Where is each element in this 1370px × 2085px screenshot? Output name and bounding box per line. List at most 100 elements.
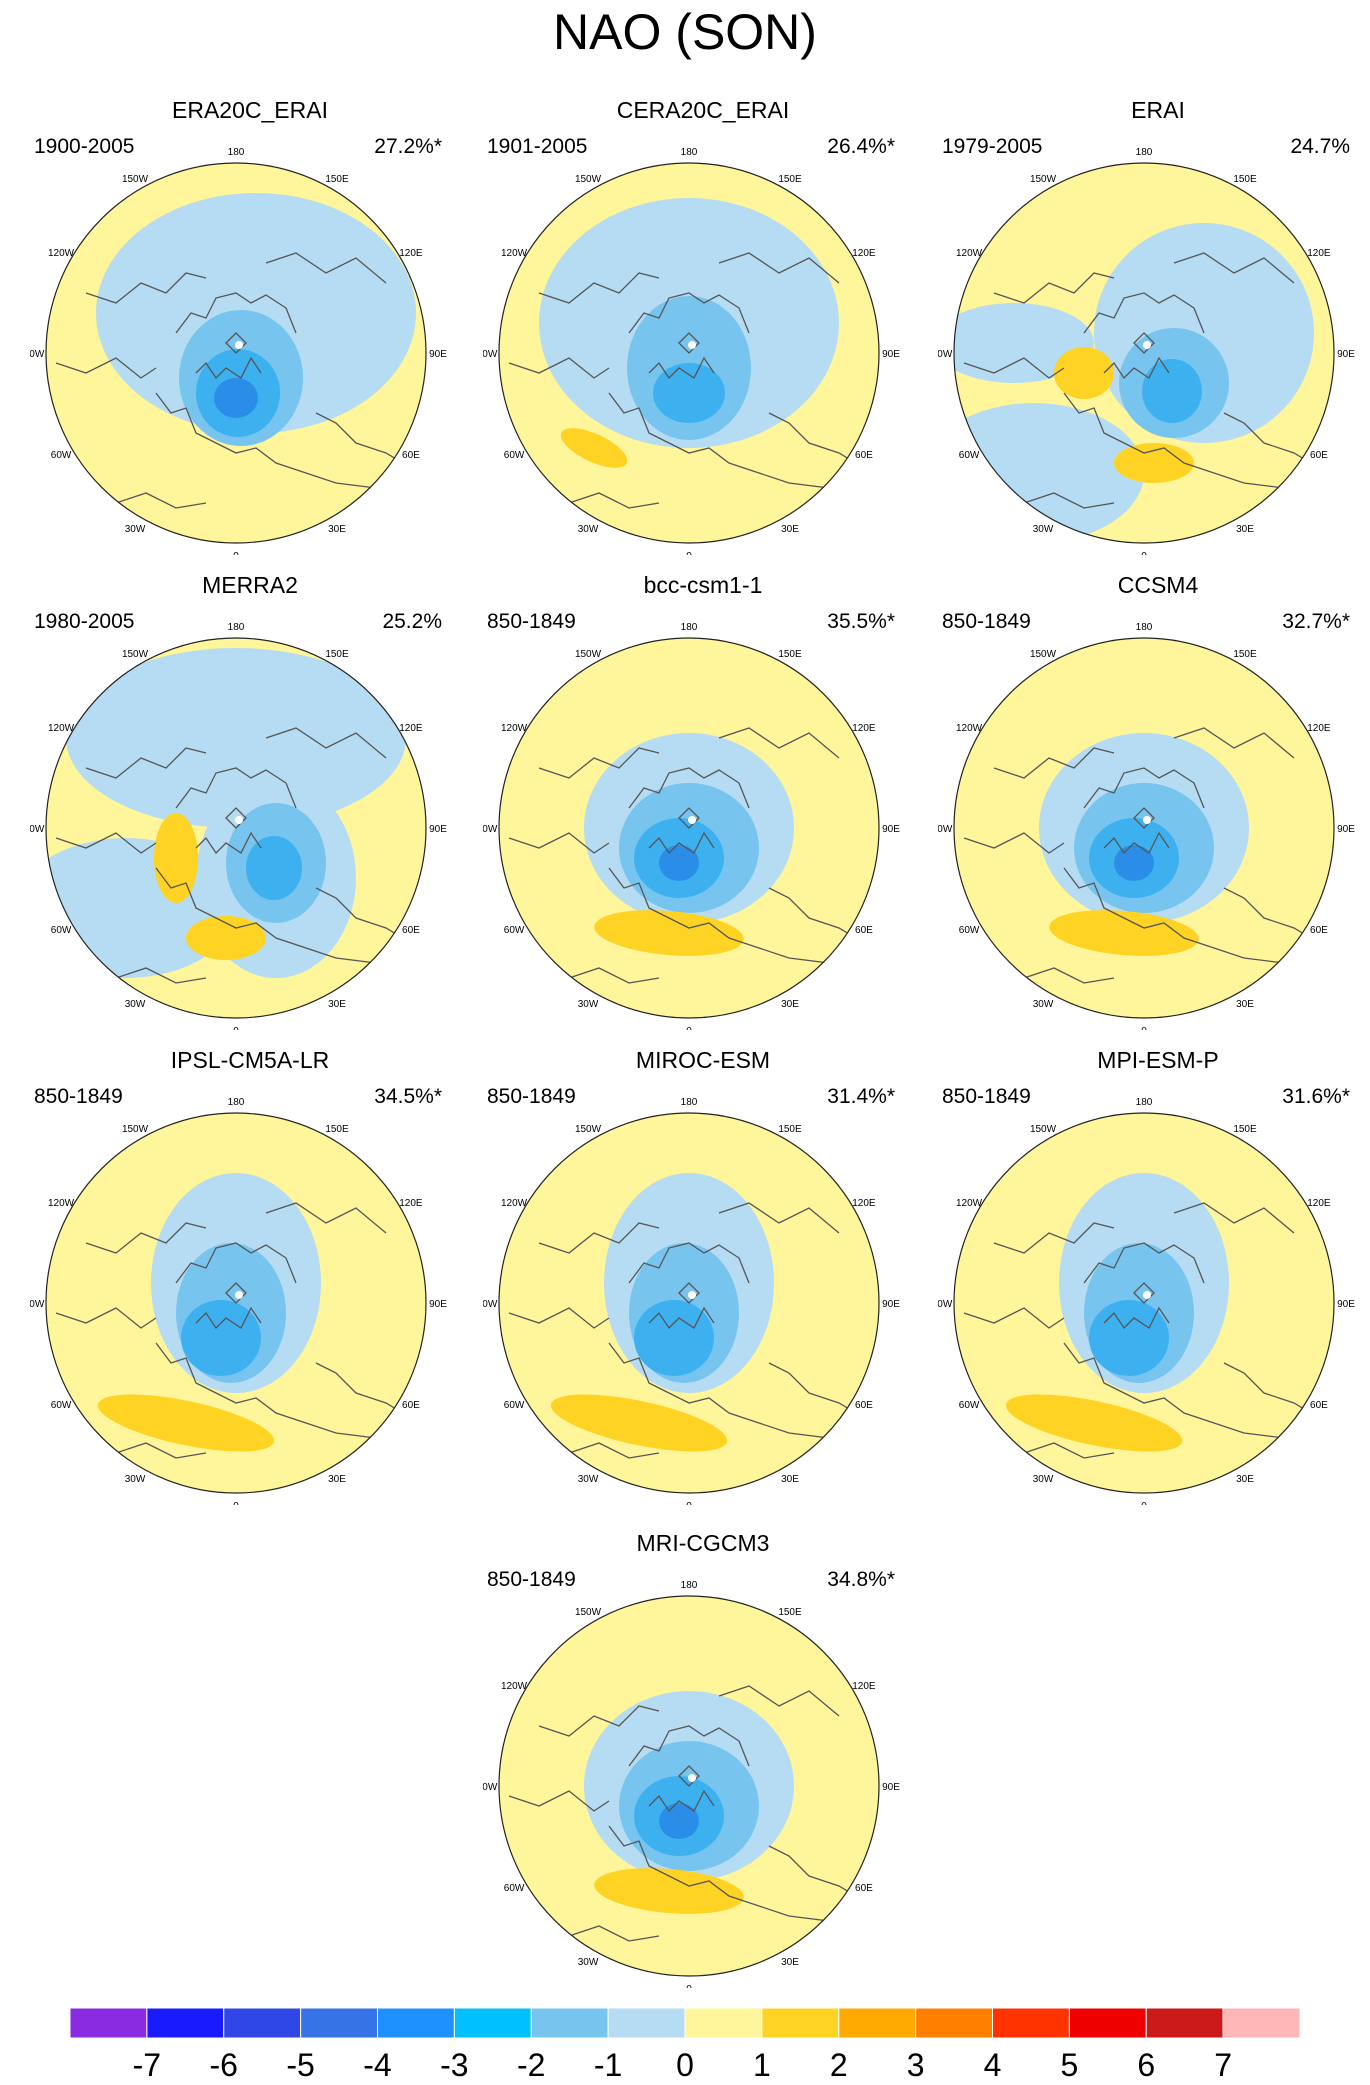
panel-variance: 31.6%* [1282, 1085, 1350, 1108]
longitude-label: 90E [429, 349, 447, 360]
longitude-label: 0 [686, 1026, 692, 1030]
longitude-label: 0 [686, 551, 692, 555]
polar-map: 180 150E 120E 90E 60E 30E 0 30W 60W 90W 120W 150W [938, 622, 1355, 1030]
longitude-label: 60E [855, 450, 873, 461]
longitude-label: 150E [1233, 649, 1257, 660]
coastline [1023, 492, 1115, 509]
longitude-label: 60W [959, 925, 980, 936]
longitude-label: 30E [1236, 524, 1254, 535]
map-border [953, 162, 1335, 544]
panel-title: ERA20C_ERAI [172, 97, 328, 123]
coastline [1133, 1282, 1155, 1304]
coastline [678, 332, 700, 354]
colorbar-graphic: -7 -6 -5 -4 -3 -2 -1 0 1 2 3 4 5 6 7 [69, 2007, 1301, 2083]
longitude-label: 150E [778, 174, 802, 185]
coastline [265, 1202, 387, 1234]
longitude-label: 30W [1033, 1474, 1054, 1485]
coastline [115, 492, 207, 509]
contour-region [659, 1803, 699, 1839]
longitude-label: 150E [1233, 1124, 1257, 1135]
colorbar-tick-label: 3 [907, 2047, 925, 2080]
longitude-label: 120W [956, 248, 983, 259]
coastline [115, 1442, 207, 1459]
colorbar-tick-label: 2 [830, 2047, 848, 2080]
longitude-label: 90E [1337, 1299, 1355, 1310]
longitude-label: 180 [681, 622, 698, 633]
longitude-label: 150W [122, 1124, 149, 1135]
coastline [175, 292, 297, 334]
colorbar-tick-label: 1 [753, 2047, 771, 2080]
map-panel: MIROC-ESM180150E120E90E60E30E030W60W90W1… [483, 1045, 923, 1505]
longitude-label: 30W [578, 999, 599, 1010]
coastline [608, 392, 830, 489]
contour-region [154, 813, 198, 903]
polar-map: 180 150E 120E 90E 60E 30E 0 30W 60W 90W 120W 150W [938, 147, 1355, 555]
colorbar-tick-label: 6 [1137, 2047, 1155, 2080]
north-pole-marker [688, 816, 696, 824]
longitude-label: 90E [429, 824, 447, 835]
contour-region [214, 378, 258, 418]
longitude-label: 150E [325, 174, 349, 185]
map-panel: IPSL-CM5A-LR 180 150E 120E 90E 60E 30E 0 30W 60W 9… [30, 1045, 470, 1505]
longitude-label: 150W [1030, 174, 1057, 185]
longitude-label: 60W [959, 450, 980, 461]
north-pole-marker [688, 1291, 696, 1299]
contour-region [246, 836, 302, 900]
longitude-label: 30E [1236, 999, 1254, 1010]
longitude-label: 120W [48, 723, 75, 734]
coastline [508, 832, 610, 854]
panel-period: 1979-2005 [942, 135, 1043, 158]
coastline [648, 356, 715, 380]
longitude-label: 150E [778, 1124, 802, 1135]
north-pole-marker [1143, 816, 1151, 824]
longitude-label: 90E [882, 824, 900, 835]
page-title: NAO (SON) [553, 4, 817, 60]
coastline [963, 832, 1065, 854]
longitude-label: 180 [681, 1097, 698, 1108]
polar-map: 180 150E 120E 90E 60E 30E 0 30W 60W 90W 120W 150W [30, 147, 447, 555]
longitude-label: 120W [501, 1198, 528, 1209]
colorbar-tick-label: -6 [210, 2047, 238, 2080]
longitude-label: 90W [483, 349, 498, 360]
colorbar-swatch [992, 2007, 1070, 2039]
colorbar-swatch [530, 2007, 609, 2039]
longitude-label: 120E [852, 248, 876, 259]
coastline [1023, 1442, 1115, 1459]
panel-title: MPI-ESM-P [1097, 1047, 1219, 1073]
longitude-label: 60W [51, 1400, 72, 1411]
longitude-label: 120E [1307, 723, 1331, 734]
panel-variance: 25.2% [382, 610, 442, 633]
longitude-label: 60E [402, 1400, 420, 1411]
colorbar-tick-label: 5 [1060, 2047, 1078, 2080]
map-border [498, 162, 880, 544]
coastline [115, 967, 207, 984]
longitude-label: 120E [852, 723, 876, 734]
longitude-label: 120W [501, 248, 528, 259]
contour-region [1114, 443, 1194, 483]
map-border [498, 637, 880, 1019]
map-panel: MERRA2 180 150E 120E 90E 60E 30E 0 30W 60W 90W 120W… [30, 570, 470, 1030]
panel-period: 850-1849 [487, 610, 576, 633]
longitude-label: 60W [504, 925, 525, 936]
colorbar-swatch [300, 2007, 378, 2039]
coastline [195, 356, 262, 380]
longitude-label: 180 [681, 1580, 698, 1591]
coastline [628, 1725, 750, 1767]
longitude-label: 60E [1310, 450, 1328, 461]
longitude-label: 120W [501, 1681, 528, 1692]
coastline [963, 1307, 1065, 1329]
panel-period: 850-1849 [942, 610, 1031, 633]
panel-variance: 35.5%* [827, 610, 895, 633]
map-panel: MPI-ESM-P180150E120E90E60E30E030W60W90W1… [938, 1045, 1370, 1505]
contour-region [1054, 347, 1114, 399]
longitude-label: 120E [852, 1681, 876, 1692]
colorbar-swatch [69, 2007, 148, 2039]
longitude-label: 120E [1307, 1198, 1331, 1209]
polar-map: 180 150E 120E 90E 60E 30E 0 30W 60W 90W 120W 150W [30, 622, 447, 1030]
map-border [45, 162, 427, 544]
coastline [155, 392, 377, 489]
panel-period: 850-1849 [487, 1085, 576, 1108]
coastline [608, 1825, 830, 1922]
panel-variance: 34.8%* [827, 1568, 895, 1591]
longitude-label: 150W [122, 649, 149, 660]
